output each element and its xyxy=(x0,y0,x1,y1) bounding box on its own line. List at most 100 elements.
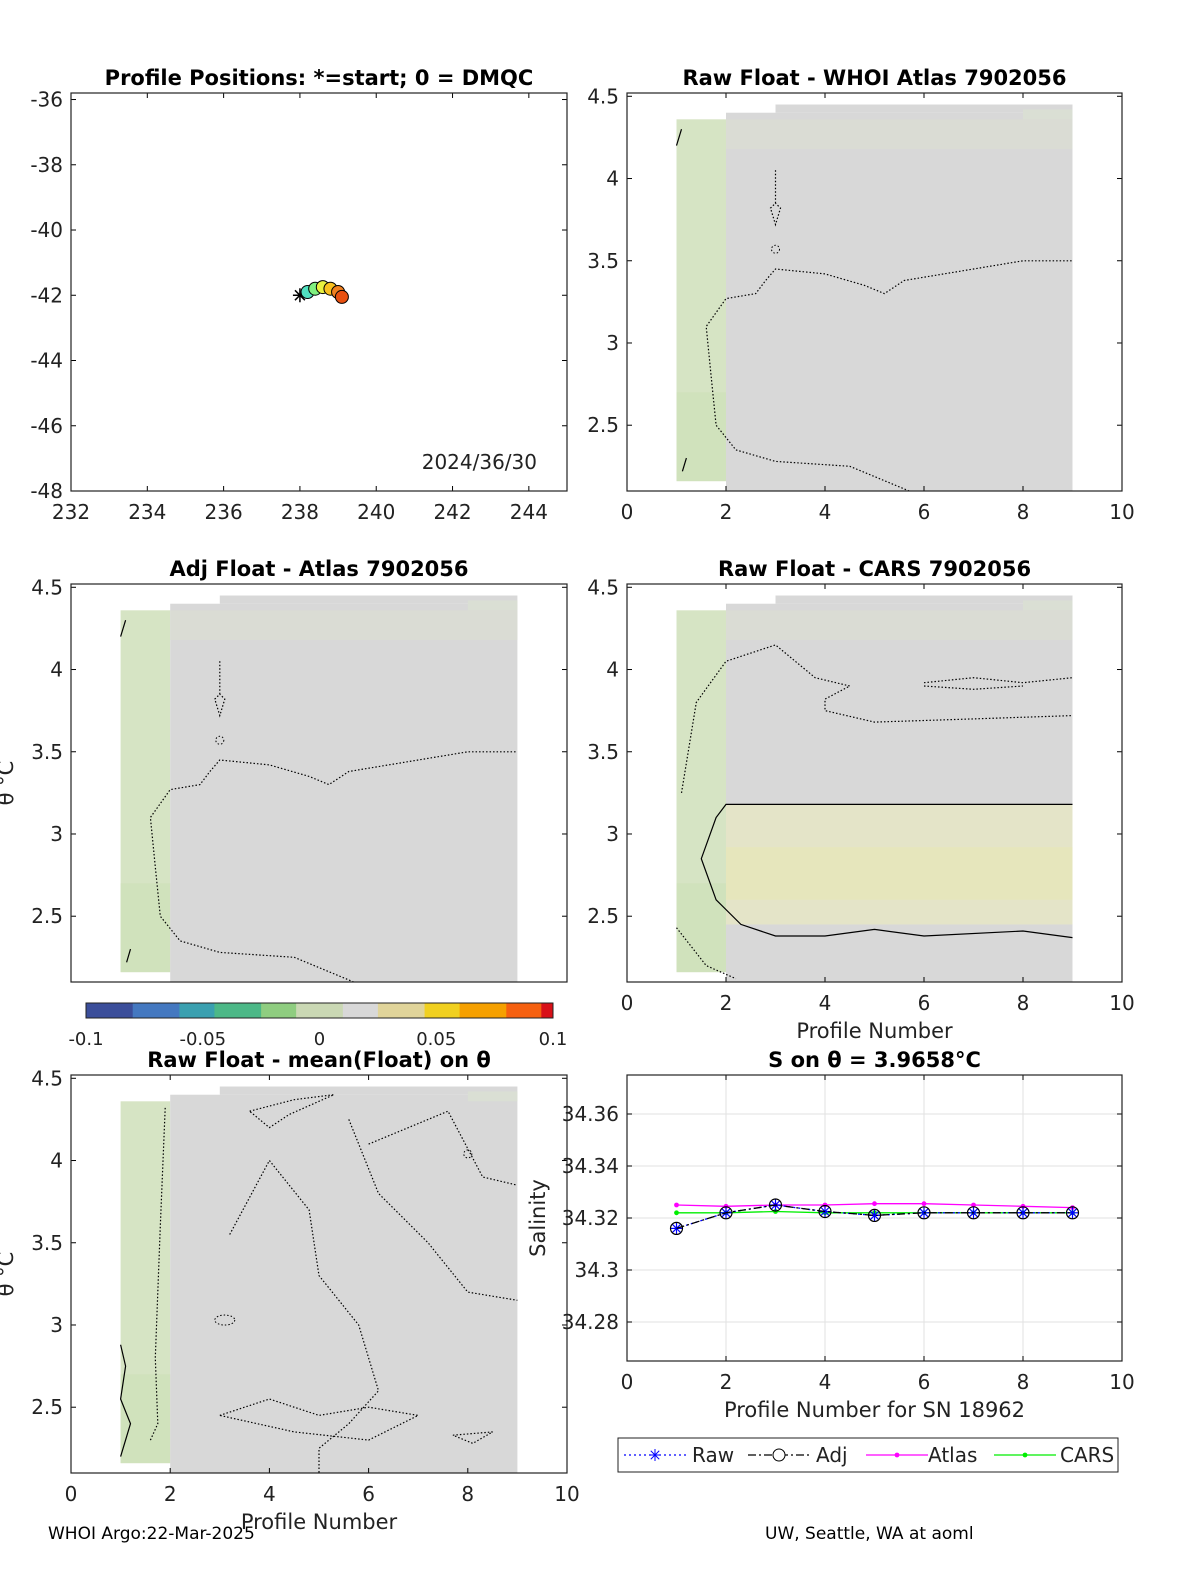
colorbar-cell xyxy=(377,1003,391,1018)
heat-cell xyxy=(676,392,726,482)
contour-line xyxy=(126,948,132,963)
colorbar-cell xyxy=(86,1003,99,1018)
y-tick-label: 4 xyxy=(50,1149,63,1173)
plot-title: Raw Float - mean(Float) on θ xyxy=(147,1048,491,1072)
plot-title: Raw Float - CARS 7902056 xyxy=(718,557,1031,581)
legend-label: Atlas xyxy=(928,1443,977,1467)
x-tick-label: 0 xyxy=(65,1482,78,1506)
x-tick-label: 2 xyxy=(164,1482,177,1506)
x-tick-label: 8 xyxy=(1017,1370,1030,1394)
y-tick-label: 34.32 xyxy=(562,1206,619,1230)
colorbar-cell xyxy=(296,1003,309,1018)
legend: Raw Adj Atlas CARS xyxy=(617,1437,1119,1473)
colorbar-cell xyxy=(471,1003,484,1018)
colorbar-cell xyxy=(389,1003,402,1018)
plot-frame xyxy=(70,1074,568,1474)
y-tick-label: -36 xyxy=(30,88,63,112)
chart-salinity: 0 2 4 6 8 10 34.28 34.3 34.32 34.34 34.36 S on θ = … xyxy=(526,1048,1135,1473)
raw-marker xyxy=(1067,1208,1078,1218)
x-tick-label: 10 xyxy=(1109,500,1134,524)
legend-marker xyxy=(894,1452,900,1458)
raw-marker xyxy=(1018,1208,1028,1218)
heat-cell xyxy=(467,1091,518,1102)
y-axis-label: θ °C xyxy=(0,1252,18,1297)
contour-line xyxy=(120,620,127,637)
adj-marker xyxy=(768,1198,783,1212)
series-cars-marker xyxy=(674,1210,679,1216)
x-tick-label: 2 xyxy=(720,500,733,524)
contour-line xyxy=(368,1110,518,1186)
x-tick-label: 236 xyxy=(205,500,243,524)
colorbar-tick-label: 0.1 xyxy=(539,1029,568,1050)
y-tick-label: -44 xyxy=(30,349,63,373)
heat-cell xyxy=(1023,109,1073,120)
y-tick-label: 3 xyxy=(606,822,619,846)
chart-raw-cars: 0 2 4 6 8 10 2.5 3 3.5 4 4.5 Raw Float - CARS 79020… xyxy=(587,557,1135,1043)
x-tick-label: 244 xyxy=(510,500,548,524)
plot-frame xyxy=(626,583,1123,983)
plot-frame xyxy=(626,1074,1123,1362)
y-tick-label: 2.5 xyxy=(587,904,619,928)
x-tick-label: 6 xyxy=(918,500,931,524)
heat-cell xyxy=(1023,600,1073,611)
colorbar-cell xyxy=(447,1003,461,1018)
x-tick-label: 234 xyxy=(128,500,166,524)
series-atlas-marker xyxy=(921,1201,927,1207)
plot-title: Adj Float - Atlas 7902056 xyxy=(169,557,468,581)
series-atlas-marker xyxy=(872,1201,877,1207)
x-tick-label: 4 xyxy=(819,1370,832,1394)
y-tick-label: 4 xyxy=(50,658,63,682)
contour-line xyxy=(463,1149,473,1159)
adj-marker xyxy=(719,1206,733,1220)
y-tick-label: 4.5 xyxy=(31,575,63,599)
x-tick-label: 240 xyxy=(357,500,395,524)
colorbar-cell xyxy=(261,1003,274,1018)
colorbar: -0.1 -0.05 0 0.05 0.1 xyxy=(68,1002,568,1050)
heat-cell xyxy=(676,883,726,973)
plot-frame xyxy=(70,92,568,492)
heat-cell xyxy=(120,883,171,973)
y-tick-label: 4.5 xyxy=(587,84,619,108)
y-tick-label: -48 xyxy=(30,479,63,503)
colorbar-cell xyxy=(214,1003,227,1018)
contour-line xyxy=(923,685,1024,690)
y-tick-label: 3.5 xyxy=(587,249,619,273)
colorbar-cell xyxy=(366,1003,379,1018)
colorbar-cell xyxy=(156,1003,169,1018)
chart-positions: 232 234 236 238 240 242 244 -36 -38 -40 -42 -44 -46 -… xyxy=(30,66,568,524)
adj-marker xyxy=(867,1208,882,1223)
heat-cell xyxy=(726,610,1073,640)
heat-cell xyxy=(170,603,518,982)
x-tick-label: 8 xyxy=(461,1482,474,1506)
y-tick-label: 3 xyxy=(606,331,619,355)
x-tick-label: 10 xyxy=(1109,991,1134,1015)
plot-title: S on θ = 3.9658°C xyxy=(768,1048,981,1072)
heat-cell xyxy=(219,1086,518,1095)
colorbar-cell xyxy=(191,1003,204,1018)
x-tick-label: 238 xyxy=(281,500,319,524)
colorbar-cell xyxy=(459,1003,472,1018)
adj-marker xyxy=(966,1206,981,1220)
colorbar-cell xyxy=(482,1003,496,1018)
y-tick-label: 2.5 xyxy=(31,1395,63,1419)
plot-frame xyxy=(70,583,568,983)
y-tick-label: 34.36 xyxy=(562,1102,619,1126)
colorbar-cell xyxy=(121,1003,134,1018)
x-tick-label: 232 xyxy=(52,500,90,524)
chart-adj-atlas: 2.5 3 3.5 4 4.5 Adj Float - Atlas 7902056 θ °C xyxy=(0,557,568,983)
x-tick-label: 6 xyxy=(918,1370,931,1394)
x-tick-label: 10 xyxy=(1109,1370,1134,1394)
colorbar-cell xyxy=(541,1003,554,1018)
x-tick-label: 6 xyxy=(362,1482,375,1506)
y-tick-label: 3.5 xyxy=(31,1231,63,1255)
adj-marker xyxy=(1016,1206,1030,1220)
chart-raw-atlas: 0 2 4 6 8 10 2.5 3 3.5 4 4.5 Raw Float - WHOI Atlas… xyxy=(587,66,1135,524)
contour-line xyxy=(214,1314,236,1326)
colorbar-cell xyxy=(167,1003,180,1018)
colorbar-cell xyxy=(109,1003,122,1018)
footer-right: UW, Seattle, WA at aoml xyxy=(765,1524,974,1544)
heat-cell xyxy=(219,595,518,604)
x-tick-label: 10 xyxy=(554,1482,579,1506)
y-tick-label: -42 xyxy=(30,283,63,307)
x-tick-label: 4 xyxy=(819,500,832,524)
